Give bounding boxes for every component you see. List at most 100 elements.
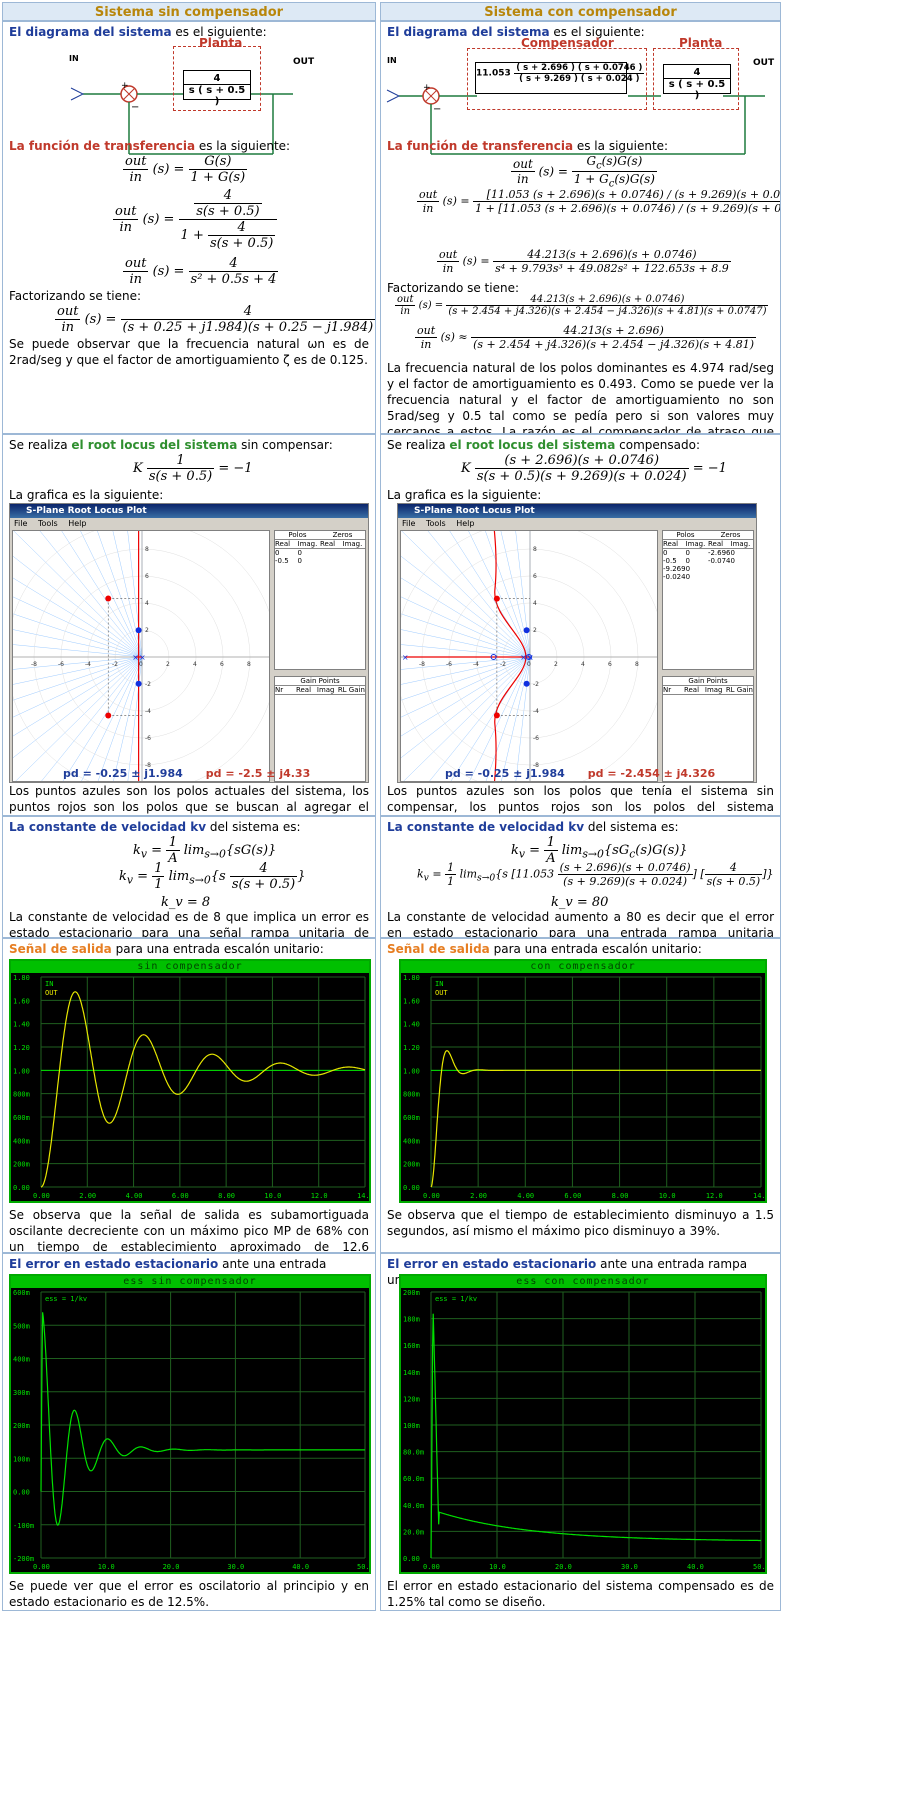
right-kv-rest: del sistema es: <box>584 820 679 834</box>
right-rl-intro: Se realiza el root locus del sistema com… <box>387 437 774 453</box>
damping-line <box>13 656 143 670</box>
damping-line <box>41 656 143 781</box>
scope-legend: OUT <box>45 989 58 997</box>
right-comp-block: 11.053 ( s + 2.696 ) ( s + 0.0746 )( s +… <box>475 62 645 94</box>
left-step-strong: Señal de salida <box>9 942 112 956</box>
scope-y-tick: 500m <box>13 1322 30 1330</box>
right-ess-scope: ess con compensador 0.00 10.0 20.0 30.0 40.0… <box>399 1274 767 1574</box>
scope-y-tick: 400m <box>13 1137 30 1145</box>
left-factor-label: Factorizando se tiene: <box>9 289 141 303</box>
damping-line <box>13 656 143 685</box>
left-plant-den: s ( s + 0.5 ) <box>188 85 246 107</box>
right-natural-freq: La frecuencia natural de los polos domin… <box>387 361 774 434</box>
left-rl-plot[interactable]: -8 -6 -4 -2 0 2 4 6 8 8 6 4 2 -2 -4 -6 -8 ×× <box>12 530 270 782</box>
damping-line <box>429 656 531 781</box>
left-block-diagram: + − <box>63 44 363 164</box>
right-tf-intro: La función de transferencia es la siguie… <box>387 138 774 154</box>
left-step-intro: Señal de salida para una entrada escalón… <box>9 941 369 957</box>
damping-line <box>13 656 143 759</box>
right-tf-eq4: out in (s) = 44.213(s + 2.696)(s + 0.0746… <box>395 294 769 317</box>
left-rl-menu-tools[interactable]: Tools <box>37 519 58 528</box>
y-tick-label: -4 <box>145 708 151 715</box>
left-gain-col-rlgain: RL Gain <box>337 686 365 694</box>
right-step-scope: con compensador 0.00 2.00 4.00 6.00 8.00 10.0… <box>399 959 767 1203</box>
damping-line <box>401 656 531 685</box>
right-pole-3-imag: 0 <box>685 565 691 573</box>
damping-line <box>401 644 531 658</box>
scope-x-tick: 40.0 <box>292 1563 309 1571</box>
left-rl-caption: Los puntos azules son los polos actuales… <box>9 784 369 814</box>
scope-x-tick: 0.00 <box>423 1192 440 1200</box>
right-diagram-intro-strong: El diagrama del sistema <box>387 25 550 39</box>
scope-x-tick: 10.0 <box>489 1563 506 1571</box>
x-tick-label: 4 <box>193 661 197 668</box>
scope-y-tick: 80.0m <box>403 1449 424 1457</box>
right-rl-cell: Se realiza el root locus del sistema com… <box>380 434 781 816</box>
damping-line <box>15 656 143 781</box>
damping-line <box>500 531 531 658</box>
right-diag-out: OUT <box>753 58 775 68</box>
y-tick-label: -6 <box>145 735 151 742</box>
right-comp-gain: 11.053 <box>476 68 511 79</box>
open-loop-pole-marker: × <box>527 653 534 662</box>
x-tick-label: -8 <box>419 661 425 668</box>
x-tick-label: 8 <box>635 661 639 668</box>
scope-y-tick: 1.20 <box>403 1044 420 1052</box>
left-tf-eq2: out in (s) = 4 s(s + 0.5) 1 + 4 s(s + 0.5) <box>113 188 278 251</box>
right-diag-in: IN <box>387 56 397 65</box>
left-col-real: Real <box>275 540 291 548</box>
scope-y-tick: 180m <box>403 1316 420 1324</box>
left-diagram-intro-strong: El diagrama del sistema <box>9 25 172 39</box>
x-tick-label: -4 <box>85 661 91 668</box>
right-rl-menu-file[interactable]: File <box>402 519 416 528</box>
damping-line <box>401 629 531 658</box>
right-pole-4-imag: 0 <box>685 573 691 581</box>
right-gain-points: Gain Points <box>663 677 753 686</box>
left-pole-2-real: -0.5 <box>275 557 289 565</box>
damping-line <box>97 656 143 781</box>
scope-legend: IN <box>45 980 53 988</box>
scope-y-tick: 800m <box>403 1091 420 1099</box>
left-gain-table: Gain Points Nr Real Imag RL Gain <box>274 676 366 782</box>
x-tick-label: 0 <box>139 661 143 668</box>
left-ess-strong: El error en estado estacionario <box>9 1257 219 1271</box>
scope-y-tick: 1.60 <box>13 997 30 1005</box>
left-kv-eq3: k_v = 8 <box>161 895 211 910</box>
damping-line <box>113 656 143 781</box>
right-pole-1-real: 0 <box>663 549 668 557</box>
right-rl-menu-help[interactable]: Help <box>456 519 475 528</box>
scope-x-tick: 10.0 <box>659 1192 676 1200</box>
left-rl-menu-help[interactable]: Help <box>68 519 87 528</box>
current-pole-lower <box>135 680 142 687</box>
right-gain-col-imag: Imag <box>704 686 723 694</box>
damping-line <box>469 656 531 781</box>
left-rl-cell: Se realiza el root locus del sistema sin… <box>2 434 376 816</box>
right-plant-dashbox <box>653 48 739 110</box>
right-rl-window: S-Plane Root Locus Plot File Tools Help … <box>397 503 757 783</box>
scope-y-tick: 60.0m <box>403 1475 424 1483</box>
scope-y-tick: 1.60 <box>403 997 420 1005</box>
right-kv-intro: La constante de velocidad kv del sistema… <box>387 819 774 835</box>
left-rl-menu-file[interactable]: File <box>14 519 28 528</box>
scope-y-tick: 1.40 <box>13 1021 30 1029</box>
left-gain-points: Gain Points <box>275 677 365 686</box>
scope-y-tick: 1.20 <box>13 1044 30 1052</box>
damping-line <box>13 656 143 718</box>
right-rl-menu-tools[interactable]: Tools <box>425 519 446 528</box>
scope-x-tick: 4.00 <box>517 1192 534 1200</box>
damping-line <box>13 656 143 701</box>
right-plant-label: Planta <box>679 36 723 50</box>
left-col-imag-z: Imag. <box>342 540 363 548</box>
svg-text:−: − <box>131 102 139 113</box>
open-loop-pole-marker: × <box>132 653 139 662</box>
damping-line <box>501 656 531 781</box>
y-tick-label: 6 <box>533 573 537 580</box>
desired-pole-lower <box>493 712 500 719</box>
y-tick-label: -6 <box>533 735 539 742</box>
scope-y-tick: 1.80 <box>13 974 30 982</box>
right-gain-col-nr: Nr <box>663 686 672 694</box>
right-rl-title: S-Plane Root Locus Plot <box>398 504 756 518</box>
